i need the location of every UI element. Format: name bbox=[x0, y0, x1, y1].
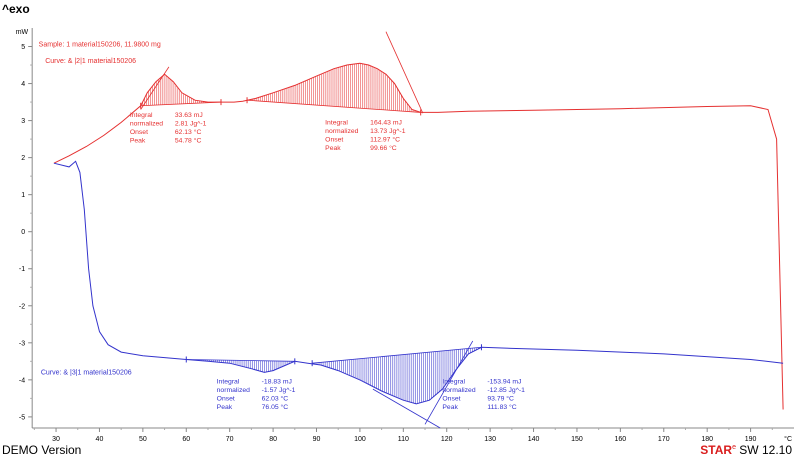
tangent-line bbox=[372, 388, 441, 429]
annotation-value: 2.81 Jg^-1 bbox=[175, 120, 207, 127]
annotation-value: 54.78 °C bbox=[175, 136, 202, 144]
annotation-value: 13.73 Jg^-1 bbox=[370, 128, 406, 135]
y-tick-label: 2 bbox=[21, 155, 25, 162]
integration-baseline bbox=[186, 359, 295, 362]
annotation-value: 164.43 mJ bbox=[370, 119, 402, 126]
y-tick-label: -2 bbox=[19, 303, 25, 310]
x-tick-label: 150 bbox=[571, 436, 583, 443]
tangent-lines bbox=[140, 31, 474, 429]
y-tick-label: -5 bbox=[19, 414, 25, 421]
annotation-value: 33.63 mJ bbox=[175, 112, 203, 119]
heating-curve bbox=[53, 62, 784, 410]
y-axis-label: mW bbox=[16, 29, 29, 36]
annotation-key: Integral bbox=[217, 379, 240, 386]
annotation-key: Integral bbox=[442, 379, 465, 386]
y-tick-label: -4 bbox=[19, 377, 25, 384]
x-tick-label: 30 bbox=[52, 436, 60, 443]
annotation-key: Onset bbox=[217, 396, 235, 403]
x-tick-label: 120 bbox=[441, 436, 453, 443]
x-tick-label: 170 bbox=[658, 436, 670, 443]
curve-label-heating: Curve: & |2|1 material150206 bbox=[45, 58, 136, 65]
x-tick-label: 160 bbox=[615, 436, 627, 443]
tangent-line bbox=[424, 340, 474, 425]
x-tick-label: 100 bbox=[354, 436, 366, 443]
annotation-key: Onset bbox=[325, 136, 343, 143]
x-tick-label: 70 bbox=[226, 436, 234, 443]
exo-label: ^exo bbox=[2, 2, 30, 16]
y-tick-label: 0 bbox=[21, 229, 25, 236]
y-tick-label: -1 bbox=[19, 266, 25, 273]
x-axis-label: °C bbox=[784, 435, 792, 443]
brand-version: SW 12.10 bbox=[735, 443, 792, 457]
tangent-line bbox=[385, 31, 424, 114]
brand-star: STAR bbox=[700, 443, 733, 457]
annotation-value: -153.94 mJ bbox=[487, 379, 521, 386]
x-tick-label: 50 bbox=[139, 436, 147, 443]
annotation-key: Integral bbox=[130, 112, 153, 119]
y-tick-label: 3 bbox=[21, 118, 25, 125]
annotation-key: Peak bbox=[217, 404, 233, 411]
annotation-value: -12.85 Jg^-1 bbox=[487, 387, 525, 394]
cooling-curve bbox=[53, 160, 784, 405]
demo-version-label: DEMO Version bbox=[2, 443, 82, 457]
y-tick-label: 5 bbox=[21, 44, 25, 51]
annotation-key: Peak bbox=[442, 404, 458, 411]
x-tick-label: 140 bbox=[528, 436, 540, 443]
tangent-line bbox=[140, 66, 170, 110]
y-tick-label: 4 bbox=[21, 81, 25, 88]
sample-label: Sample: 1 material150206, 11.9800 mg bbox=[39, 42, 161, 49]
x-tick-label: 190 bbox=[745, 436, 757, 443]
annotation-value: 62.03 °C bbox=[262, 395, 289, 403]
annotation-value: 93.79 °C bbox=[487, 395, 514, 403]
curves bbox=[53, 62, 784, 410]
annotation-value: 112.97 °C bbox=[370, 135, 400, 143]
annotation-value: 76.05 °C bbox=[262, 403, 289, 411]
annotation-value: 99.66 °C bbox=[370, 144, 397, 152]
x-tick-label: 60 bbox=[182, 436, 190, 443]
annotation-key: Peak bbox=[130, 137, 146, 144]
annotation-key: Integral bbox=[325, 119, 348, 126]
axes: 30 40 50 60 70 80 90 100 110 120 130 140 150 160 170 18… bbox=[16, 28, 794, 443]
x-tick-label: 180 bbox=[701, 436, 713, 443]
annotation-value: -1.57 Jg^-1 bbox=[262, 387, 296, 394]
brand-mark: e bbox=[732, 444, 736, 451]
y-tick-label: 1 bbox=[21, 192, 25, 199]
header-bar: ^exo bbox=[0, 0, 800, 18]
brand-label: STARe SW 12.10 bbox=[700, 443, 792, 457]
integration-baseline bbox=[140, 101, 222, 107]
y-tick-label: -3 bbox=[19, 340, 25, 347]
x-tick-label: 130 bbox=[484, 436, 496, 443]
x-tick-label: 80 bbox=[269, 436, 277, 443]
chart-labels: Sample: 1 material150206, 11.9800 mg Curv… bbox=[39, 42, 525, 412]
integration-baseline bbox=[312, 346, 482, 364]
annotation-value: -18.83 mJ bbox=[262, 379, 292, 386]
annotation-key: normalized bbox=[217, 387, 250, 394]
annotation-key: normalized bbox=[130, 120, 163, 127]
annotation-key: normalized bbox=[442, 387, 475, 394]
x-tick-label: 40 bbox=[96, 436, 104, 443]
annotation-key: Peak bbox=[325, 145, 341, 152]
x-tick-label: 110 bbox=[398, 436, 409, 443]
annotation-value: 62.13 °C bbox=[175, 128, 202, 136]
integration-baseline bbox=[247, 99, 421, 113]
annotation-key: Onset bbox=[442, 396, 460, 403]
annotation-key: Onset bbox=[130, 129, 148, 136]
annotation-value: 111.83 °C bbox=[487, 403, 516, 411]
curve-label-cooling: Curve: & |3|1 material150206 bbox=[41, 369, 132, 376]
x-tick-label: 90 bbox=[313, 436, 321, 443]
annotation-key: normalized bbox=[325, 128, 358, 135]
